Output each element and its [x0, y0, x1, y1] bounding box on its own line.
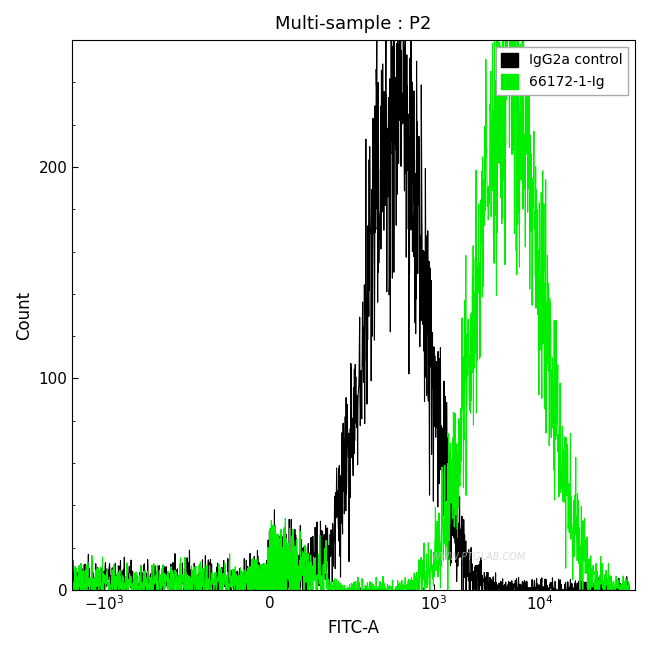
IgG2a control — [148, 569, 156, 577]
66172-1-Ig — [51, 586, 58, 594]
IgG2a control — [201, 577, 209, 585]
66172-1-Ig — [264, 586, 272, 594]
IgG2a control — [266, 557, 274, 565]
IgG2a control — [47, 576, 55, 584]
66172-1-Ig — [201, 574, 209, 582]
Line: IgG2a control: IgG2a control — [51, 0, 629, 590]
66172-1-Ig — [266, 559, 274, 567]
X-axis label: FITC-A: FITC-A — [328, 619, 380, 637]
Line: 66172-1-Ig: 66172-1-Ig — [51, 0, 629, 590]
66172-1-Ig — [608, 585, 616, 593]
IgG2a control — [264, 585, 272, 593]
66172-1-Ig — [47, 584, 55, 591]
66172-1-Ig — [625, 586, 633, 594]
Legend: IgG2a control, 66172-1-Ig: IgG2a control, 66172-1-Ig — [495, 47, 628, 95]
IgG2a control — [514, 584, 521, 591]
IgG2a control — [47, 586, 55, 594]
Title: Multi-sample : P2: Multi-sample : P2 — [276, 15, 432, 33]
IgG2a control — [608, 586, 616, 594]
IgG2a control — [625, 586, 633, 594]
Y-axis label: Count: Count — [15, 290, 33, 340]
66172-1-Ig — [514, 40, 521, 48]
Text: WWW.PTGLAB.COM: WWW.PTGLAB.COM — [430, 552, 525, 562]
66172-1-Ig — [148, 586, 156, 594]
